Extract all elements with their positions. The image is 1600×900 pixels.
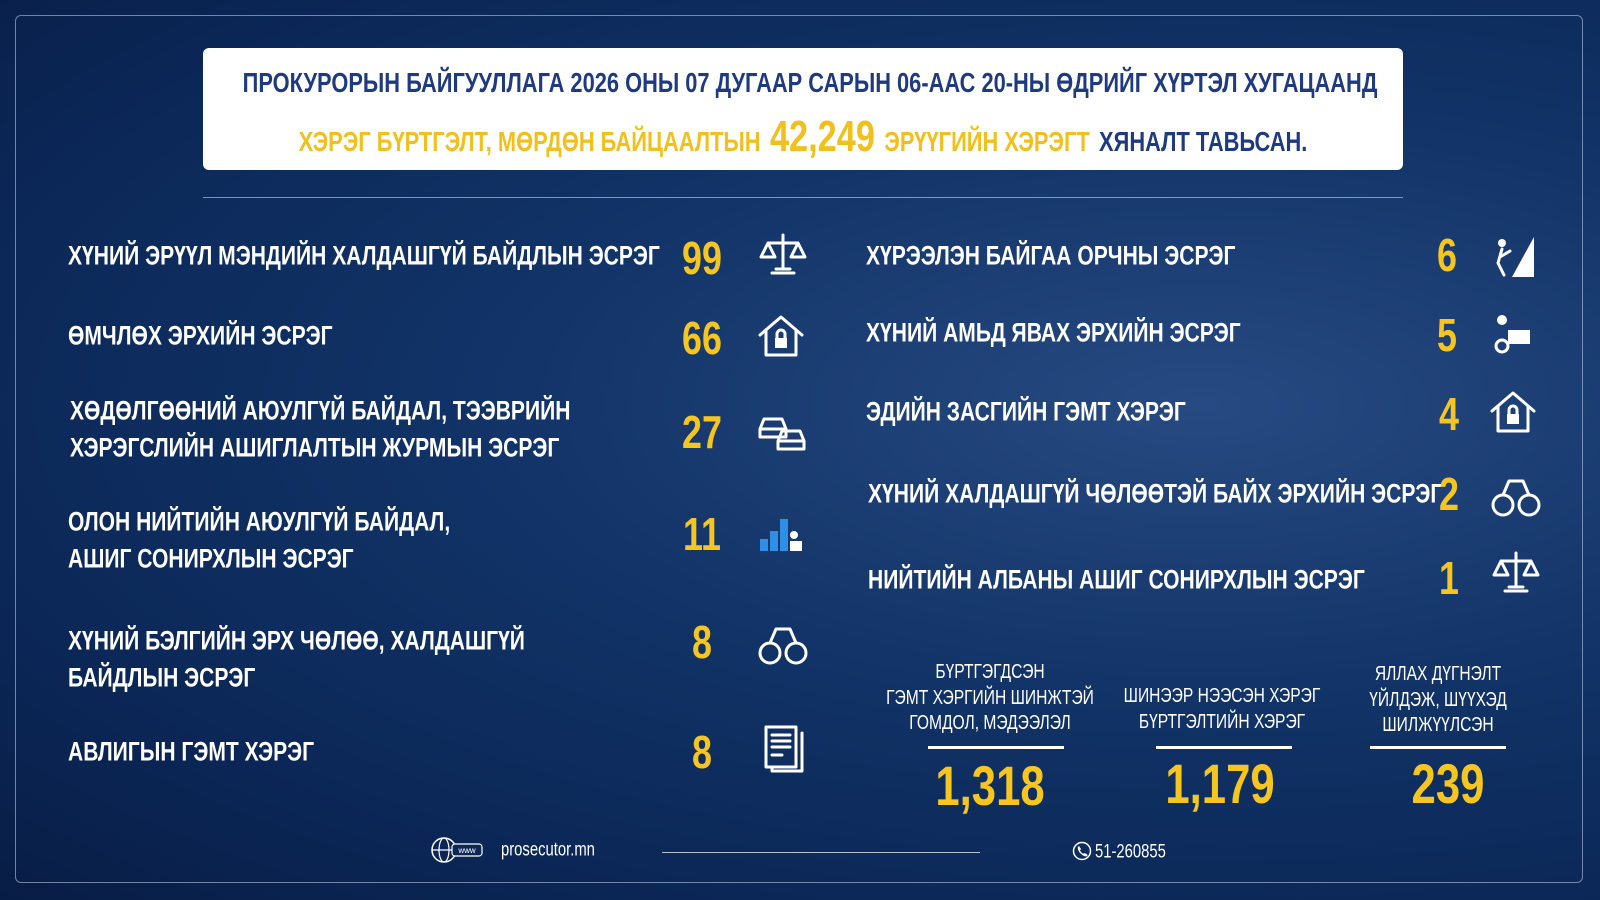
stat-value: 1,318: [935, 754, 1045, 817]
scales-icon: [759, 233, 807, 275]
item-label: ХҮНИЙ ХАЛДАШГҮЙ ЧӨЛӨӨТЭЙ БАЙХ ЭРХИЙН ЭСР…: [868, 478, 1443, 509]
item-label: АВЛИГЫН ГЭМТ ХЭРЭГ: [68, 736, 315, 767]
stat-value: 1,179: [1165, 752, 1275, 815]
item-value: 27: [682, 406, 722, 458]
stat-value: 239: [1411, 752, 1485, 815]
item-label: ХӨДӨЛГӨӨНИЙ АЮУЛГҮЙ БАЙДАЛ, ТЭЭВРИЙН: [70, 395, 571, 426]
header-text: ХЯНАЛТ ТАВЬСАН.: [1099, 126, 1308, 157]
document-icon: [764, 725, 804, 773]
website: prosecutor.mn: [501, 839, 595, 861]
phone-icon: [1072, 841, 1092, 861]
separator: [203, 197, 1403, 198]
stat-label: ЯЛЛАХ ДҮГНЭЛТ: [1374, 663, 1502, 685]
house-lock-icon: [1490, 391, 1536, 433]
item-label: ӨМЧЛӨХ ЭРХИЙН ЭСРЭГ: [68, 320, 333, 351]
header-text: ХЭРЭГ БҮРТГЭЛТ, МӨРДӨН БАЙЦААЛТЫН: [298, 126, 761, 157]
total-value: 42,249: [769, 112, 875, 161]
item-value: 11: [683, 508, 721, 560]
item-value: 8: [692, 726, 712, 778]
header-box: [203, 48, 1403, 170]
stat-label: ГЭМТ ХЭРГИЙН ШИНЖТЭЙ: [886, 687, 1094, 709]
item-value: 99: [682, 232, 722, 284]
item-label: ХЭРЭГСЛИЙН АШИГЛАЛТЫН ЖУРМЫН ЭСРЭГ: [70, 432, 560, 463]
public-icon: [760, 519, 802, 551]
handcuffs-icon: [758, 627, 808, 665]
header-text: ЭРҮҮГИЙН ХЭРЭГТ: [884, 126, 1090, 157]
stat-label: ГОМДОЛ, МЭДЭЭЛЭЛ: [909, 712, 1071, 734]
item-value: 5: [1437, 309, 1457, 361]
stat-underline: [1370, 746, 1506, 749]
stat-label: БҮРТГЭГДСЭН: [935, 661, 1045, 683]
cars-icon: [758, 417, 806, 451]
stat-underline: [928, 746, 1064, 749]
item-label: ХҮРЭЭЛЭН БАЙГАА ОРЧНЫ ЭСРЭГ: [866, 240, 1236, 271]
stat-underline: [1156, 746, 1292, 749]
item-value: 2: [1439, 468, 1459, 520]
web-icon-text: www: [457, 846, 476, 855]
stat-label: ШИЛЖҮҮЛСЭН: [1382, 714, 1494, 736]
stat-label: ШИНЭЭР НЭЭСЭН ХЭРЭГ: [1123, 685, 1321, 707]
stat-label: БҮРТГЭЛТИЙН ХЭРЭГ: [1138, 711, 1306, 733]
item-label: ЭДИЙН ЗАСГИЙН ГЭМТ ХЭРЭГ: [866, 396, 1186, 427]
item-label: ОЛОН НИЙТИЙН АЮУЛГҮЙ БАЙДАЛ,: [68, 506, 451, 537]
item-value: 4: [1439, 388, 1459, 440]
item-label: ХҮНИЙ БЭЛГИЙН ЭРХ ЧӨЛӨӨ, ХАЛДАШГҮЙ: [68, 625, 525, 656]
item-label: НИЙТИЙН АЛБАНЫ АШИГ СОНИРХЛЫН ЭСРЭГ: [868, 564, 1365, 595]
header-line: ПРОКУРОРЫН БАЙГУУЛЛАГА 2026 ОНЫ 07 ДУГАА…: [242, 67, 1378, 98]
item-value: 66: [682, 312, 722, 364]
handcuffs-icon: [1491, 479, 1541, 517]
item-value: 6: [1437, 229, 1457, 281]
header-line: ХЭРЭГ БҮРТГЭЛТ, МӨРДӨН БАЙЦААЛТЫН 42,249…: [299, 112, 1308, 162]
stat-label: ҮЙЛДЭЖ, ШҮҮХЭД: [1369, 689, 1507, 711]
house-lock-icon: [758, 315, 804, 357]
item-label: БАЙДЛЫН ЭСРЭГ: [68, 662, 256, 693]
phone: 51-260855: [1095, 841, 1166, 863]
item-label: АШИГ СОНИРХЛЫН ЭСРЭГ: [68, 543, 354, 574]
environment-icon: [1496, 237, 1534, 277]
scales-icon: [1492, 551, 1540, 593]
footer-line: [662, 852, 980, 853]
life-icon: [1494, 315, 1530, 354]
web-icon: www: [431, 837, 483, 863]
item-value: 8: [692, 616, 712, 668]
item-label: ХҮНИЙ АМЬД ЯВАХ ЭРХИЙН ЭСРЭГ: [866, 317, 1241, 348]
frame: [15, 15, 1583, 883]
item-label: ХҮНИЙ ЭРҮҮЛ МЭНДИЙН ХАЛДАШГҮЙ БАЙДЛЫН ЭС…: [68, 240, 660, 271]
item-value: 1: [1439, 552, 1459, 604]
